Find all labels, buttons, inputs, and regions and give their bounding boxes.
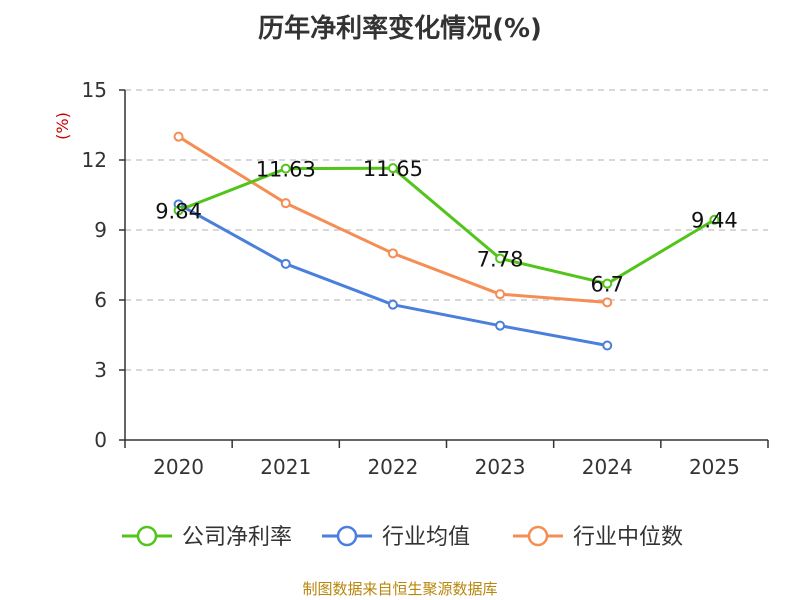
data-labels: 9.84 11.63 11.65 7.78 6.7 9.44 [155, 157, 738, 296]
data-point [173, 131, 184, 142]
source-note: 制图数据来自恒生聚源数据库 [302, 580, 498, 598]
data-point [173, 205, 184, 216]
legend-label: 行业均值 [382, 525, 470, 550]
data-point [602, 278, 613, 289]
x-tick-label: 2024 [582, 455, 633, 479]
y-tick-label: 3 [94, 358, 107, 382]
legend-marker [136, 525, 158, 547]
y-axis-label: (%) [53, 112, 72, 140]
data-label: 7.78 [477, 247, 524, 271]
y-tick-label: 0 [94, 428, 107, 452]
legend-marker [336, 525, 358, 547]
chart-title: 历年净利率变化情况(%) [258, 14, 542, 44]
data-point [602, 297, 613, 308]
x-tick-label: 2025 [689, 455, 740, 479]
y-tick-label: 15 [82, 78, 107, 102]
y-tick-label: 6 [94, 288, 107, 312]
series [173, 131, 720, 351]
data-point [495, 253, 506, 264]
data-point [280, 163, 291, 174]
legend-marker [527, 525, 549, 547]
data-point [387, 248, 398, 259]
axes: 0 3 6 9 12 15 (%) 2020 2021 2022 2023 2024 2025 [53, 78, 769, 479]
data-point [280, 198, 291, 209]
x-tick-label: 2023 [475, 455, 526, 479]
series-line-0 [178, 166, 716, 286]
data-point [387, 163, 398, 174]
data-point [280, 258, 291, 269]
grid-lines [125, 89, 768, 371]
legend[interactable]: 公司净利率 行业均值 行业中位数 [122, 525, 683, 550]
x-tick-label: 2022 [367, 455, 418, 479]
legend-label: 行业中位数 [573, 525, 683, 550]
data-point [387, 299, 398, 310]
data-point [495, 320, 506, 331]
data-point [602, 340, 613, 351]
data-label: 9.44 [691, 209, 738, 233]
series-line-1 [177, 203, 608, 347]
y-tick-label: 9 [94, 218, 107, 242]
data-label: 9.84 [155, 199, 202, 223]
legend-label: 公司净利率 [182, 525, 292, 550]
data-label: 11.63 [256, 158, 316, 182]
data-point [709, 214, 720, 225]
data-label: 11.65 [363, 157, 423, 181]
data-point [495, 289, 506, 300]
x-tick-label: 2021 [260, 455, 311, 479]
data-label: 6.7 [591, 273, 624, 297]
y-tick-label: 12 [82, 148, 107, 172]
x-tick-label: 2020 [153, 455, 204, 479]
